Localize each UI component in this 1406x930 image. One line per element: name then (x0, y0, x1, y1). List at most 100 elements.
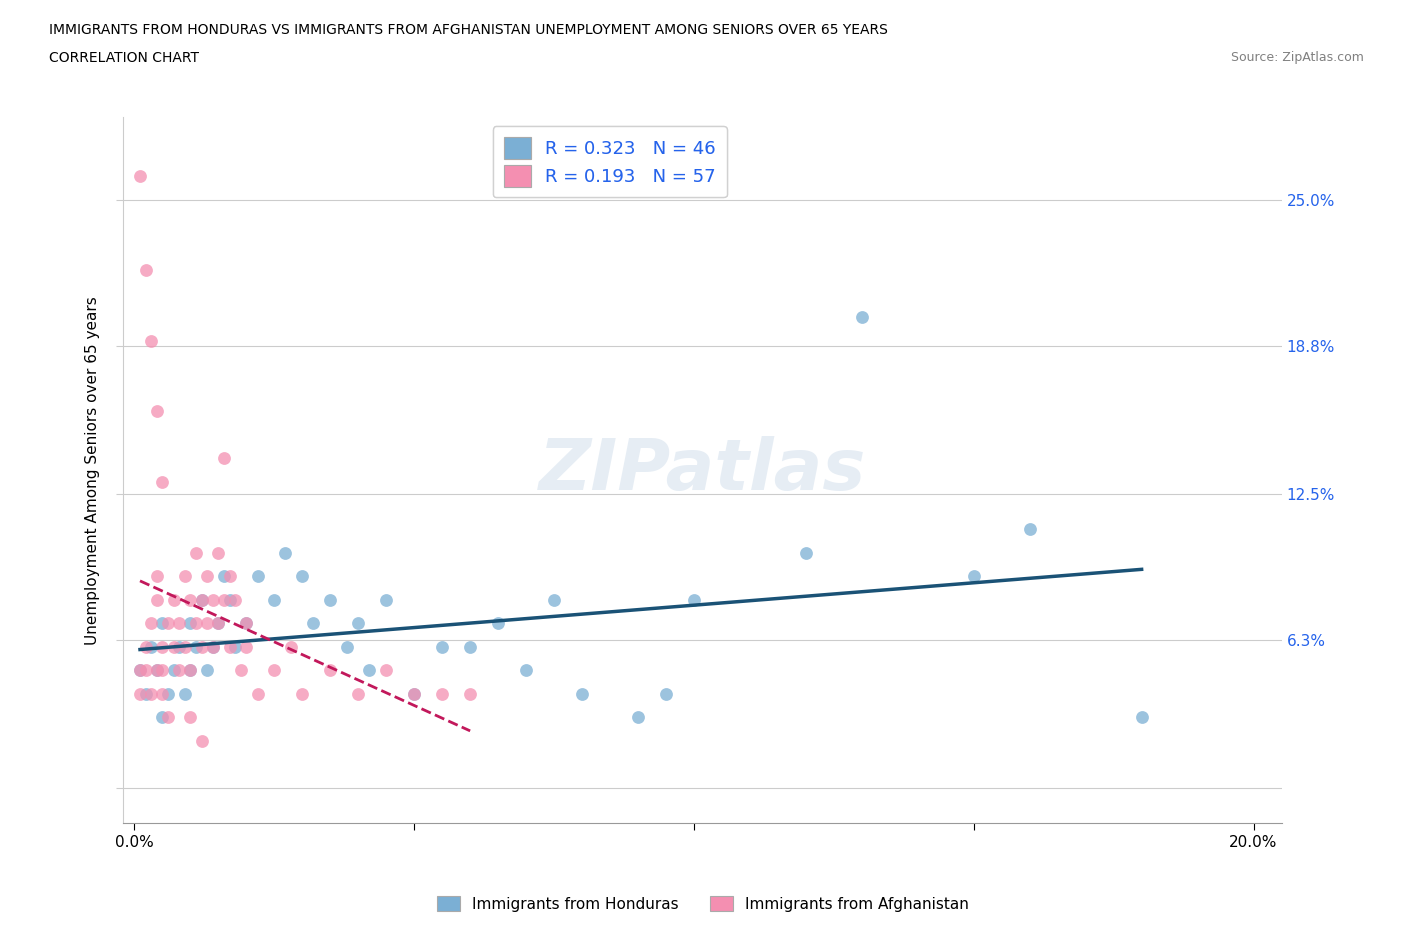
Point (218, 639, 240, 654)
Point (246, 568, 269, 583)
Point (263, 592, 285, 607)
Point (212, 592, 235, 607)
Point (184, 639, 207, 654)
Point (162, 663, 184, 678)
Point (173, 639, 195, 654)
Point (190, 734, 212, 749)
Point (430, 686, 453, 701)
Point (458, 639, 481, 654)
Point (184, 545, 207, 560)
Point (135, 639, 157, 654)
Legend: R = 0.323   N = 46, R = 0.193   N = 57: R = 0.323 N = 46, R = 0.193 N = 57 (492, 126, 727, 197)
Point (291, 568, 314, 583)
Point (851, 310, 873, 325)
Point (207, 616, 229, 631)
Point (156, 710, 179, 724)
Point (129, 686, 152, 701)
Point (655, 686, 678, 701)
Point (263, 663, 285, 678)
Point (458, 686, 481, 701)
Point (627, 710, 650, 724)
Point (1130, 710, 1153, 724)
Point (150, 663, 173, 678)
Point (280, 639, 302, 654)
Text: Source: ZipAtlas.com: Source: ZipAtlas.com (1230, 51, 1364, 64)
Point (218, 568, 240, 583)
Point (235, 616, 257, 631)
Point (146, 568, 169, 583)
Point (794, 545, 817, 560)
Point (212, 568, 235, 583)
Point (201, 592, 224, 607)
Point (430, 639, 453, 654)
Point (184, 616, 207, 631)
Point (207, 545, 229, 560)
Point (235, 616, 257, 631)
Point (179, 710, 201, 724)
Point (195, 616, 218, 631)
Point (156, 686, 179, 701)
Point (190, 639, 212, 654)
Point (212, 451, 235, 466)
Point (129, 663, 152, 678)
Point (347, 686, 370, 701)
Point (246, 686, 269, 701)
Text: IMMIGRANTS FROM HONDURAS VS IMMIGRANTS FROM AFGHANISTAN UNEMPLOYMENT AMONG SENIO: IMMIGRANTS FROM HONDURAS VS IMMIGRANTS F… (49, 23, 889, 37)
Point (146, 404, 169, 418)
Point (319, 663, 342, 678)
Point (173, 686, 195, 701)
Point (129, 168, 152, 183)
Point (683, 592, 706, 607)
Point (141, 616, 163, 631)
Point (167, 639, 190, 654)
Point (141, 686, 163, 701)
Point (375, 592, 398, 607)
Point (167, 616, 190, 631)
Point (291, 686, 314, 701)
Point (235, 639, 257, 654)
Point (141, 639, 163, 654)
Point (150, 616, 173, 631)
Point (375, 663, 398, 678)
Point (150, 474, 173, 489)
Point (179, 592, 201, 607)
Point (179, 616, 201, 631)
Point (319, 592, 342, 607)
Point (156, 616, 179, 631)
Point (150, 686, 173, 701)
Text: CORRELATION CHART: CORRELATION CHART (49, 51, 200, 65)
Point (146, 663, 169, 678)
Point (207, 616, 229, 631)
Point (135, 663, 157, 678)
Point (201, 639, 224, 654)
Point (162, 592, 184, 607)
Point (224, 592, 246, 607)
Point (135, 686, 157, 701)
Point (167, 663, 190, 678)
Point (486, 616, 509, 631)
Point (135, 263, 157, 278)
Point (150, 639, 173, 654)
Point (1018, 522, 1040, 537)
Point (195, 568, 218, 583)
Point (229, 663, 252, 678)
Point (190, 592, 212, 607)
Point (274, 545, 297, 560)
Point (141, 333, 163, 348)
Point (404, 686, 426, 701)
Point (173, 568, 195, 583)
Point (201, 639, 224, 654)
Point (543, 592, 565, 607)
Point (190, 592, 212, 607)
Point (162, 639, 184, 654)
Legend: Immigrants from Honduras, Immigrants from Afghanistan: Immigrants from Honduras, Immigrants fro… (432, 889, 974, 918)
Point (129, 663, 152, 678)
Point (302, 616, 325, 631)
Point (336, 639, 359, 654)
Point (179, 663, 201, 678)
Point (571, 686, 593, 701)
Y-axis label: Unemployment Among Seniors over 65 years: Unemployment Among Seniors over 65 years (86, 296, 100, 644)
Text: ZIPatlas: ZIPatlas (538, 435, 866, 505)
Point (218, 592, 240, 607)
Point (146, 592, 169, 607)
